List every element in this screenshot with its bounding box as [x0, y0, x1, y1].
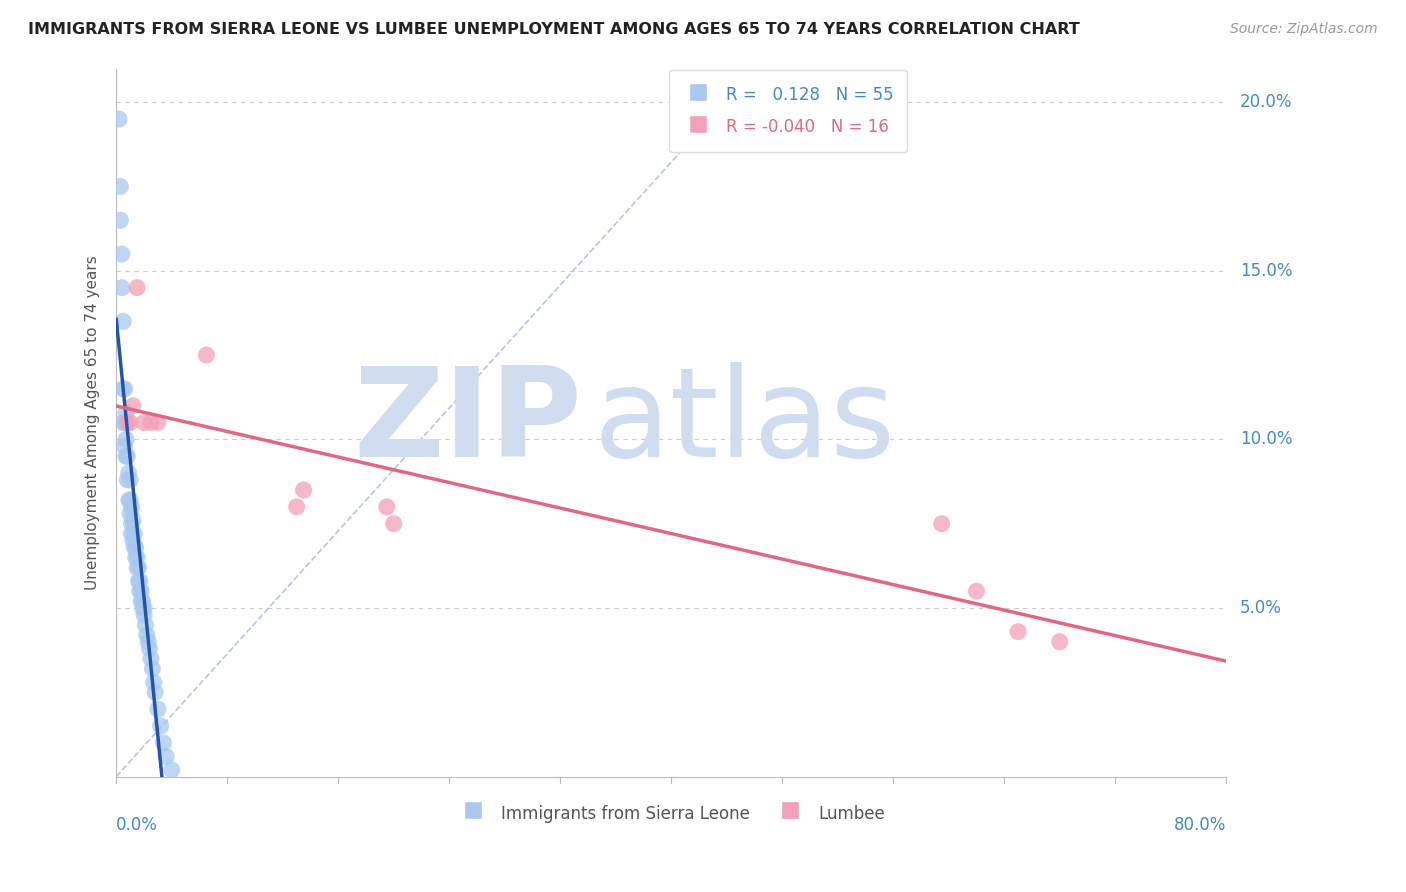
Point — [124, 541, 146, 555]
Point — [125, 541, 148, 555]
Point — [122, 399, 145, 413]
Point — [122, 533, 145, 548]
Point — [117, 416, 139, 430]
Point — [125, 550, 148, 565]
Point — [121, 516, 143, 531]
Point — [118, 493, 141, 508]
Point — [129, 594, 152, 608]
Point — [115, 405, 138, 419]
Point — [120, 493, 142, 508]
Text: atlas: atlas — [593, 362, 896, 483]
Point — [122, 513, 145, 527]
Point — [146, 702, 169, 716]
Point — [115, 433, 138, 447]
Point — [149, 719, 172, 733]
Point — [155, 749, 177, 764]
Text: 0.0%: 0.0% — [117, 815, 157, 833]
Point — [136, 634, 159, 648]
Point — [125, 560, 148, 574]
Point — [143, 685, 166, 699]
Text: IMMIGRANTS FROM SIERRA LEONE VS LUMBEE UNEMPLOYMENT AMONG AGES 65 TO 74 YEARS CO: IMMIGRANTS FROM SIERRA LEONE VS LUMBEE U… — [28, 22, 1080, 37]
Point — [146, 416, 169, 430]
Point — [110, 213, 132, 227]
Legend: Immigrants from Sierra Leone, Lumbee: Immigrants from Sierra Leone, Lumbee — [451, 795, 891, 832]
Point — [1007, 624, 1029, 639]
Point — [114, 416, 136, 430]
Point — [117, 450, 139, 464]
Point — [139, 416, 162, 430]
Point — [125, 550, 148, 565]
Point — [112, 382, 135, 396]
Text: Source: ZipAtlas.com: Source: ZipAtlas.com — [1230, 22, 1378, 37]
Point — [120, 416, 142, 430]
Point — [118, 466, 141, 480]
Point — [152, 736, 174, 750]
Point — [128, 574, 150, 588]
Point — [128, 584, 150, 599]
Point — [121, 500, 143, 514]
Point — [127, 560, 149, 574]
Point — [121, 526, 143, 541]
Point — [132, 601, 155, 615]
Point — [127, 574, 149, 588]
Point — [112, 416, 135, 430]
Point — [108, 112, 131, 127]
Point — [139, 651, 162, 665]
Point — [112, 314, 135, 328]
Point — [285, 500, 308, 514]
Point — [142, 675, 165, 690]
Point — [1049, 634, 1071, 648]
Point — [117, 473, 139, 487]
Text: 20.0%: 20.0% — [1240, 94, 1292, 112]
Text: 10.0%: 10.0% — [1240, 431, 1292, 449]
Point — [382, 516, 405, 531]
Point — [124, 526, 146, 541]
Point — [114, 382, 136, 396]
Point — [132, 416, 155, 430]
Y-axis label: Unemployment Among Ages 65 to 74 years: Unemployment Among Ages 65 to 74 years — [86, 255, 100, 590]
Point — [160, 763, 183, 777]
Point — [135, 628, 157, 642]
Point — [292, 483, 315, 497]
Point — [120, 473, 142, 487]
Point — [114, 439, 136, 453]
Point — [111, 281, 134, 295]
Text: 15.0%: 15.0% — [1240, 262, 1292, 280]
Point — [129, 584, 152, 599]
Point — [134, 618, 156, 632]
Point — [931, 516, 953, 531]
Point — [131, 594, 153, 608]
Point — [132, 607, 155, 622]
Point — [138, 641, 160, 656]
Text: ZIP: ZIP — [354, 362, 582, 483]
Point — [375, 500, 398, 514]
Point — [131, 601, 153, 615]
Point — [111, 247, 134, 261]
Point — [125, 281, 148, 295]
Point — [141, 662, 163, 676]
Point — [115, 450, 138, 464]
Text: 80.0%: 80.0% — [1174, 815, 1226, 833]
Point — [965, 584, 987, 599]
Point — [195, 348, 218, 362]
Point — [120, 507, 142, 521]
Point — [110, 179, 132, 194]
Text: 5.0%: 5.0% — [1240, 599, 1282, 617]
